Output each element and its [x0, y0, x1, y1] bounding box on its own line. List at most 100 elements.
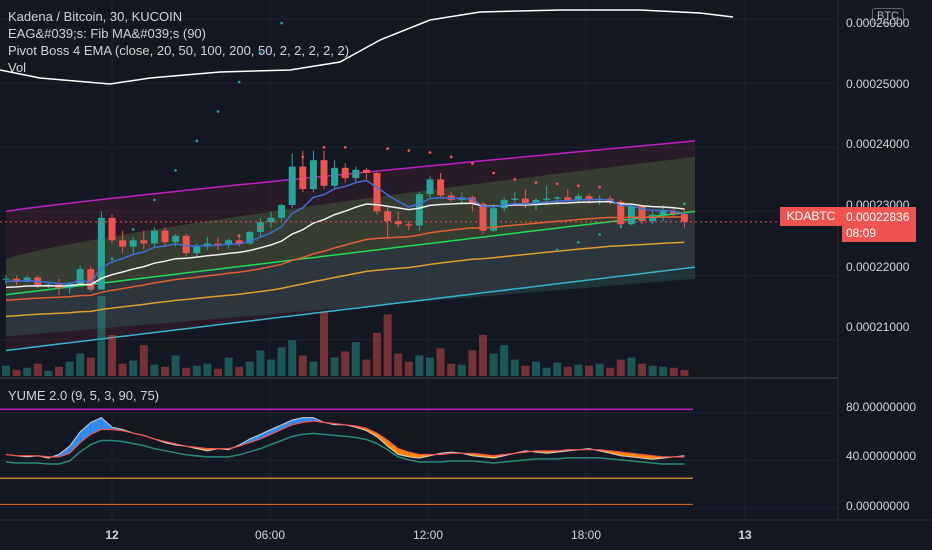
candle-body [129, 240, 137, 247]
price-label: 0.00025000 [846, 77, 910, 91]
volume-bar [139, 345, 148, 376]
sar-dot [301, 155, 305, 159]
price-label: 0.00022000 [846, 260, 910, 274]
volume-bar [277, 347, 286, 376]
volume-bar [235, 366, 244, 376]
indicator-volume[interactable]: Vol [8, 60, 27, 75]
sar-dot [577, 184, 580, 188]
ema-50-line [5, 216, 685, 301]
last-price-value: 0.00022836 [846, 210, 910, 224]
sar-dot [89, 287, 93, 290]
volume-bar [638, 363, 646, 376]
volume-bar [23, 367, 32, 376]
indicator-pivot-boss[interactable]: Pivot Boss 4 EMA (close, 20, 50, 100, 20… [8, 43, 350, 58]
ema-200-line [5, 210, 696, 296]
osc-fill-segment [281, 420, 293, 430]
candle-body [97, 217, 105, 290]
volume-bar [680, 369, 689, 376]
ema-100-line [5, 241, 685, 318]
candle-body [617, 201, 625, 225]
currency-badge[interactable]: BTC [872, 8, 904, 24]
volume-bar [521, 365, 530, 376]
candle-body [500, 199, 508, 209]
candle-body [468, 197, 476, 204]
volume-bar [426, 357, 434, 376]
osc-fill-segment [292, 417, 303, 425]
volume-bar [330, 357, 339, 376]
volume-bar [214, 368, 222, 376]
candle-body [150, 230, 158, 244]
candle-body [182, 235, 190, 254]
ticker-price-tag: KDABTC [780, 207, 842, 226]
volume-bar [351, 342, 360, 376]
sar-dot [174, 169, 177, 172]
sar-dot [216, 110, 220, 113]
candle-body [521, 198, 529, 206]
volume-bar [65, 361, 74, 376]
sar-dot [131, 228, 135, 231]
sar-dot [598, 185, 601, 189]
time-label: 18:00 [570, 528, 602, 542]
volume-bar [362, 359, 371, 376]
oscillator-legend[interactable]: YUME 2.0 (9, 5, 3, 90, 75) [8, 388, 160, 403]
osc-fill-segment [377, 433, 388, 447]
last-price-tag: 0.00022836 08:09 [842, 207, 916, 242]
time-label: 13 [738, 528, 752, 542]
sar-dot [259, 51, 262, 54]
volume-bar [563, 366, 572, 376]
candle-body [108, 217, 116, 241]
volume-bar [415, 355, 424, 376]
ema-20-line [5, 200, 685, 289]
volume-bar [532, 361, 540, 376]
price-label: 0.00024000 [846, 137, 910, 151]
volume-bar [76, 353, 85, 376]
candle-body [638, 206, 646, 222]
sar-dot [492, 171, 495, 175]
candle-body [235, 240, 243, 244]
volume-bar [55, 366, 63, 376]
candle-body [670, 211, 678, 214]
indicator-fib-ma[interactable]: EAG&#039;s: Fib MA&#039;s (90) [8, 26, 206, 41]
sar-dot [577, 240, 580, 244]
volume-bar [118, 363, 127, 376]
volume-bar [627, 357, 636, 376]
volume-bar [510, 359, 519, 376]
volume-bar [12, 369, 21, 376]
volume-bar [394, 353, 403, 376]
sar-dot [683, 202, 686, 206]
osc-fill-segment [387, 440, 399, 455]
candle-body [320, 160, 328, 186]
candle-body [553, 197, 561, 199]
time-label: 06:00 [254, 528, 286, 542]
candle-body [309, 160, 317, 189]
volume-bar [245, 361, 254, 376]
oscillator-label: 40.00000000 [846, 449, 917, 463]
oscillator-label: 0.00000000 [846, 499, 910, 513]
sar-dot [428, 151, 432, 154]
volume-bar [479, 334, 487, 376]
volume-bar [341, 351, 350, 376]
symbol-title[interactable]: Kadena / Bitcoin, 30, KUCOIN [8, 9, 183, 24]
osc-fast-line [5, 417, 685, 460]
volume-bar [203, 363, 212, 376]
fib-ma-upper-line [0, 9, 734, 85]
candle-body [384, 211, 392, 222]
candle-body [659, 211, 667, 215]
candle-body [479, 203, 487, 231]
volume-bar [224, 357, 233, 376]
sar-dot [110, 257, 114, 261]
outer-envelope-fill [6, 140, 695, 351]
volume-bar [309, 361, 318, 376]
sar-dot [449, 155, 453, 159]
candle-body [394, 221, 402, 225]
volume-bar [383, 314, 392, 376]
volume-bar [553, 362, 562, 376]
volume-bar [129, 360, 138, 376]
volume-bars [2, 296, 689, 376]
sar-dot [534, 181, 538, 184]
sar-dot [661, 210, 665, 213]
candle-body [214, 243, 222, 245]
candle-body [585, 196, 593, 200]
volume-bar [404, 361, 413, 376]
